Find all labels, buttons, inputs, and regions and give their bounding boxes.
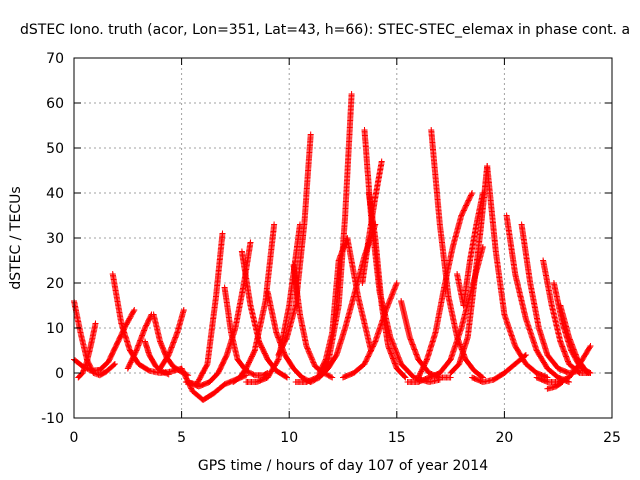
data-series-arc-38: [557, 302, 594, 376]
x-tick-label: 0: [70, 430, 79, 446]
plus-marker-trail: [221, 284, 271, 379]
x-axis-label: GPS time / hours of day 107 of year 2014: [198, 458, 488, 474]
plus-marker-trail: [454, 190, 486, 309]
data-series-arc-30: [447, 163, 491, 376]
plus-marker-trail: [428, 127, 486, 381]
y-tick-label: 60: [46, 96, 64, 112]
y-tick-label: -10: [41, 411, 64, 427]
data-series-arc-35: [518, 221, 583, 376]
data-series-arc-36: [540, 257, 594, 376]
plus-marker-trail: [518, 221, 583, 376]
axis-ticks: 0 5 10 15 20 25 -10 0 10 20 30 40 50 60 70: [41, 51, 621, 446]
plus-marker-trail: [75, 320, 99, 381]
plus-marker-trail: [447, 163, 491, 376]
x-tick-label: 10: [280, 430, 298, 446]
data-series-arc-10: [182, 230, 226, 388]
plus-marker-trail: [484, 163, 551, 381]
y-tick-label: 40: [46, 186, 64, 202]
chart-title: dSTEC Iono. truth (acor, Lon=351, Lat=43…: [20, 22, 630, 38]
plus-marker-trail: [503, 212, 572, 385]
data-markers: [71, 91, 594, 403]
y-tick-label: 30: [46, 231, 64, 247]
x-tick-label: 15: [388, 430, 406, 446]
y-tick-label: 70: [46, 51, 64, 67]
data-series-arc-29: [428, 127, 486, 381]
plus-marker-trail: [182, 230, 226, 388]
data-series-arc-12: [221, 284, 271, 379]
plus-marker-trail: [316, 235, 374, 376]
plus-marker-trail: [469, 352, 529, 385]
x-tick-label: 20: [495, 430, 513, 446]
x-tick-label: 25: [603, 430, 621, 446]
data-series-arc-15: [238, 248, 290, 381]
plus-marker-trail: [157, 307, 187, 372]
y-tick-label: 0: [55, 366, 64, 382]
plus-marker-trail: [359, 158, 385, 286]
data-series-arc-21: [316, 235, 374, 376]
data-series-arc-32: [484, 163, 551, 381]
data-series-arc-31: [454, 190, 486, 309]
data-series-arc-5: [124, 311, 155, 372]
plus-marker-trail: [540, 257, 594, 376]
y-tick-label: 20: [46, 276, 64, 292]
y-axis-label: dSTEC / TECUs: [8, 186, 24, 289]
data-series-arc-33: [469, 352, 529, 385]
plus-marker-trail: [557, 302, 594, 376]
data-series-arc-17: [275, 131, 314, 358]
y-tick-label: 10: [46, 321, 64, 337]
plus-marker-trail: [124, 311, 155, 372]
plus-marker-trail: [275, 131, 314, 358]
y-tick-label: 50: [46, 141, 64, 157]
x-tick-label: 5: [177, 430, 186, 446]
data-series-arc-3: [75, 320, 99, 381]
data-series-arc-25: [359, 158, 385, 286]
data-series-arc-8: [157, 307, 187, 372]
data-series-arc-34: [503, 212, 572, 385]
plus-marker-trail: [544, 379, 566, 392]
plus-marker-trail: [238, 248, 290, 381]
data-series-arc-40: [544, 379, 566, 392]
